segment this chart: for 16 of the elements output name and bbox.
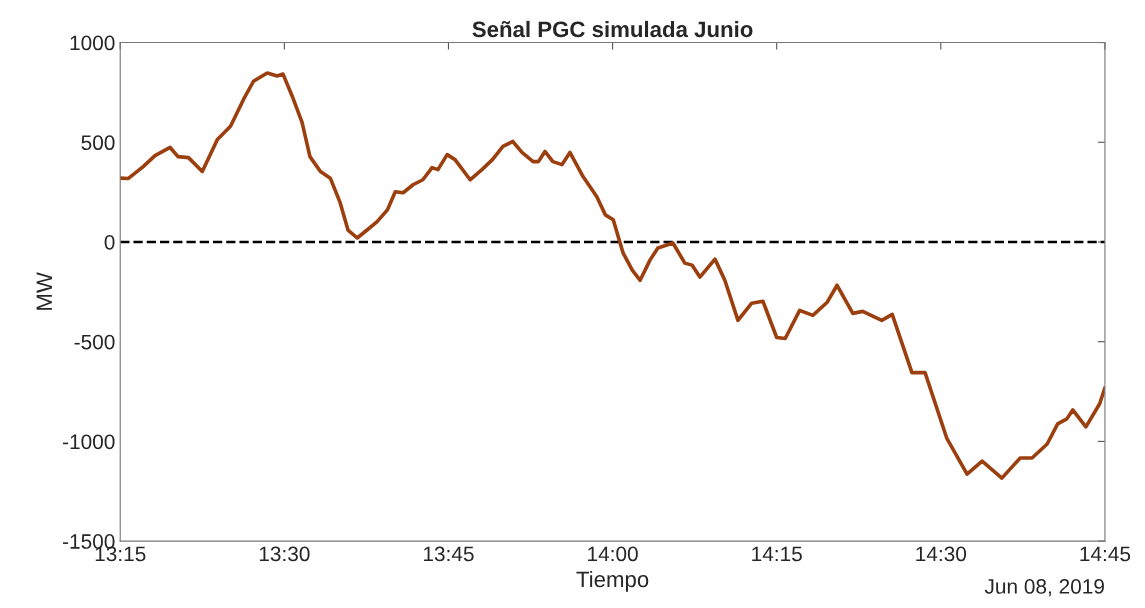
x-tick-label: 14:45 [1080,546,1131,562]
chart-title: Señal PGC simulada Junio [472,20,753,38]
y-tick-label: -1000 [63,434,115,450]
y-tick-label: 500 [81,135,115,151]
x-tick-label: 13:30 [259,546,310,562]
y-tick-label: 0 [104,234,115,250]
y-tick-label: -500 [74,334,115,350]
x-tick-label: 14:00 [588,546,638,562]
y-axis-title: MW [36,272,52,310]
x-tick-label: 13:45 [423,546,474,562]
text: Jun 08, 2019 [984,579,1104,597]
y-tick-label: 1000 [70,35,115,51]
x-tick-label: 14:15 [752,546,802,562]
x-tick-label: 14:30 [916,546,967,562]
line-series [120,71,1105,480]
x-axis-title: Tiempo [576,570,649,592]
